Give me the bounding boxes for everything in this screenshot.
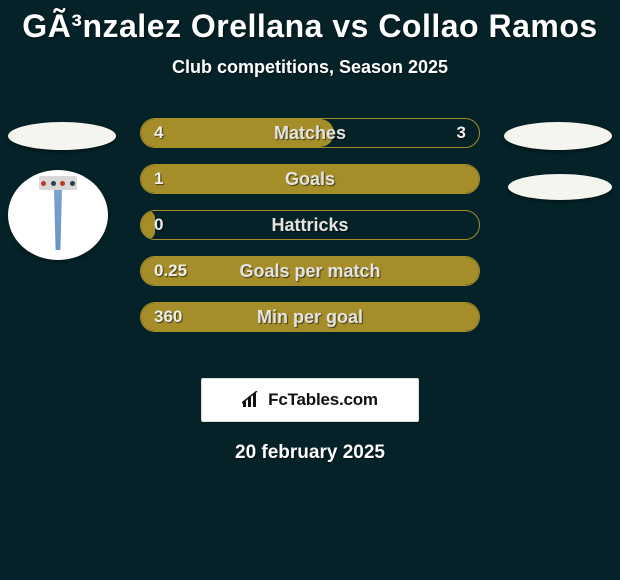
stat-row: Goals per match0.25 xyxy=(140,256,480,286)
player-left-ellipse xyxy=(8,122,116,150)
club-logo-right-placeholder xyxy=(508,174,612,200)
club-stripe-icon xyxy=(54,190,62,250)
footer-date: 20 february 2025 xyxy=(0,442,620,464)
bar-chart-icon xyxy=(242,391,262,409)
stat-label: Hattricks xyxy=(140,210,480,240)
page-title: GÃ³nzalez Orellana vs Collao Ramos xyxy=(0,8,620,45)
stat-label: Goals xyxy=(140,164,480,194)
stat-label: Matches xyxy=(140,118,480,148)
stat-value-right: 3 xyxy=(457,118,466,148)
stat-row: Goals1 xyxy=(140,164,480,194)
page-subtitle: Club competitions, Season 2025 xyxy=(0,57,620,78)
stat-value-left: 360 xyxy=(154,302,182,332)
club-crest-icon xyxy=(39,176,77,190)
stat-value-left: 4 xyxy=(154,118,163,148)
left-column xyxy=(8,118,128,260)
stat-value-left: 1 xyxy=(154,164,163,194)
right-column xyxy=(492,118,612,200)
stat-value-left: 0 xyxy=(154,210,163,240)
stat-value-left: 0.25 xyxy=(154,256,187,286)
root: GÃ³nzalez Orellana vs Collao Ramos Club … xyxy=(0,0,620,580)
stat-label: Min per goal xyxy=(140,302,480,332)
stat-label: Goals per match xyxy=(140,256,480,286)
source-badge: FcTables.com xyxy=(201,378,419,422)
stat-row: Matches4 3 xyxy=(140,118,480,148)
source-badge-text: FcTables.com xyxy=(268,390,378,410)
stat-bars: Matches4 3 Goals1 Hattricks0 Goals per match… xyxy=(140,118,480,348)
stat-row: Hattricks0 xyxy=(140,210,480,240)
stat-row: Min per goal360 xyxy=(140,302,480,332)
player-right-ellipse xyxy=(504,122,612,150)
club-logo-left xyxy=(8,170,108,260)
